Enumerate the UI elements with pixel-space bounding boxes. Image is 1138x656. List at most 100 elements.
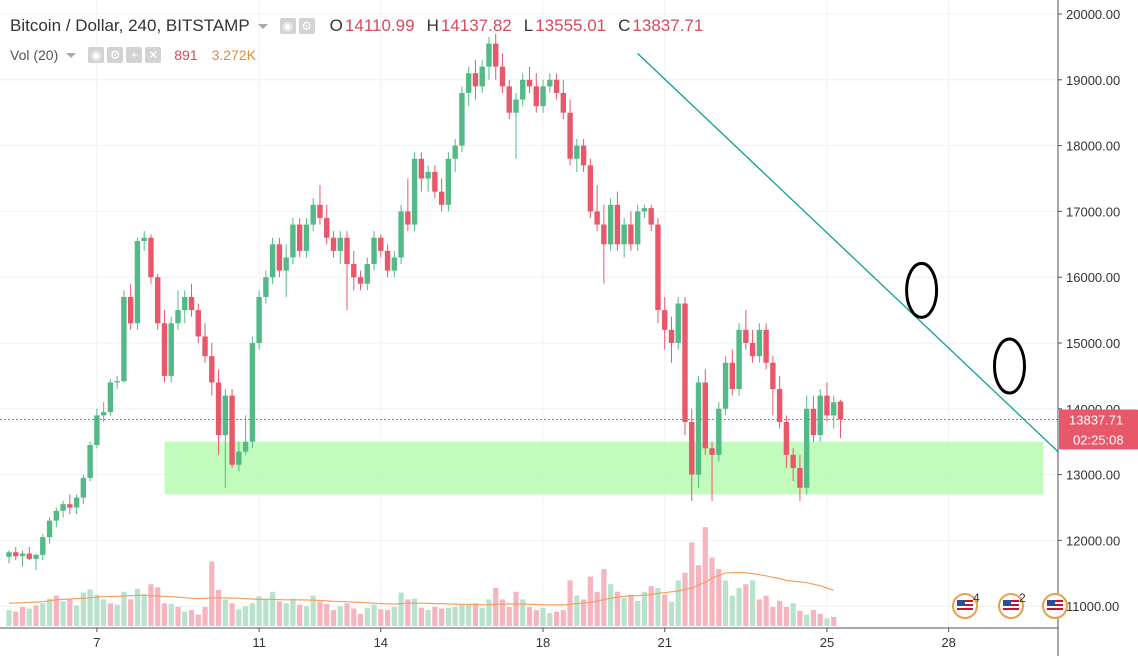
candle [26, 546, 32, 561]
candle [67, 494, 73, 515]
volume-bar [439, 608, 445, 626]
volume-bar [13, 611, 19, 626]
volume-bar [445, 607, 451, 626]
chevron-down-icon[interactable] [257, 23, 268, 29]
volume-bar [175, 607, 181, 626]
candle [493, 33, 499, 80]
candle [222, 389, 229, 488]
volume-bar [459, 604, 465, 626]
candle-body [574, 145, 580, 159]
annotation-ellipse [905, 261, 939, 319]
plus-icon[interactable]: + [126, 47, 143, 63]
trendline [637, 53, 1092, 483]
candle [770, 356, 776, 416]
volume-bar [567, 580, 573, 626]
volume-bar [209, 561, 215, 626]
volume-bar [128, 599, 134, 626]
candle-body [337, 237, 343, 251]
volume-label[interactable]: Vol (20) [10, 47, 59, 63]
volume-bar [722, 580, 729, 626]
candle-body [222, 395, 229, 436]
economic-event-us-flag-icon[interactable] [952, 593, 978, 619]
event-count: 4 [973, 591, 980, 605]
candle [790, 448, 796, 482]
volume-bar [344, 603, 350, 626]
candle-body [236, 451, 242, 465]
volume-bar [783, 607, 789, 626]
economic-event-us-flag-icon[interactable] [1042, 593, 1068, 619]
candle [824, 382, 830, 422]
volume-bar [202, 607, 208, 626]
candle [533, 73, 539, 113]
candle [141, 231, 147, 251]
volume-bar [702, 527, 708, 626]
volume-bar [736, 588, 742, 626]
candle [384, 244, 391, 278]
volume-bar [236, 609, 242, 626]
candle [209, 343, 215, 396]
candle-body [371, 237, 377, 265]
volume-bar [506, 607, 512, 626]
gear-icon[interactable]: ⚙ [298, 18, 315, 34]
candle [743, 310, 749, 350]
candle-body [817, 395, 823, 436]
price-tick-label: 19000.00 [1066, 73, 1120, 88]
volume-bar [716, 569, 722, 626]
volume-bar [675, 580, 681, 626]
candle-body [695, 382, 702, 475]
candle-body [378, 237, 384, 251]
time-tick-label: 18 [536, 635, 550, 650]
volume-bar [53, 595, 59, 626]
candle [628, 211, 634, 251]
eye-icon[interactable]: ◉ [88, 47, 105, 63]
volume-bar [520, 599, 526, 626]
chevron-down-icon[interactable] [66, 52, 77, 58]
countdown-label: 02:25:08 [1073, 432, 1124, 447]
price-tick-label: 17000.00 [1066, 204, 1120, 219]
close-icon[interactable]: ✕ [145, 47, 162, 63]
volume-bar [750, 580, 756, 626]
volume-ma-line [8, 571, 834, 606]
volume-bar [472, 603, 479, 626]
price-tick-label: 18000.00 [1066, 139, 1120, 154]
eye-icon[interactable]: ◉ [279, 18, 296, 34]
volume-legend: Vol (20) ◉ ⚙ + ✕ 891 3.272K [10, 47, 256, 63]
candle [837, 399, 844, 439]
candle [290, 217, 296, 265]
candle [155, 273, 161, 330]
candle [662, 296, 668, 350]
candle [182, 290, 188, 324]
candle-body [810, 408, 817, 436]
candle-body [384, 250, 391, 271]
economic-event-us-flag-icon[interactable] [998, 593, 1024, 619]
candle [337, 231, 343, 265]
volume-bar [824, 618, 830, 626]
candle-body [594, 211, 600, 225]
volume-bar [655, 588, 661, 626]
candle [398, 204, 404, 265]
candle [411, 152, 418, 232]
high-value: 14137.82 [440, 16, 512, 35]
symbol-title[interactable]: Bitcoin / Dollar, 240, BITSTAMP [10, 16, 250, 35]
candle-body [60, 504, 66, 511]
candle [621, 217, 627, 258]
candle [134, 237, 141, 330]
volume-bar [107, 603, 113, 626]
price-tick-label: 13000.00 [1066, 468, 1120, 483]
time-tick-label: 11 [252, 635, 266, 650]
candle [87, 441, 93, 482]
candle [695, 375, 702, 488]
volume-bar [425, 610, 431, 626]
volume-bar [635, 600, 641, 626]
gear-icon[interactable]: ⚙ [107, 47, 124, 63]
candle-body [540, 86, 546, 107]
volume-bar [466, 604, 472, 626]
volume-bar [94, 594, 100, 626]
candle-body [425, 171, 431, 179]
volume-bar [101, 599, 107, 626]
volume-bar [648, 586, 654, 626]
price-tick-label: 11000.00 [1066, 599, 1119, 614]
volume-bar [384, 610, 391, 626]
